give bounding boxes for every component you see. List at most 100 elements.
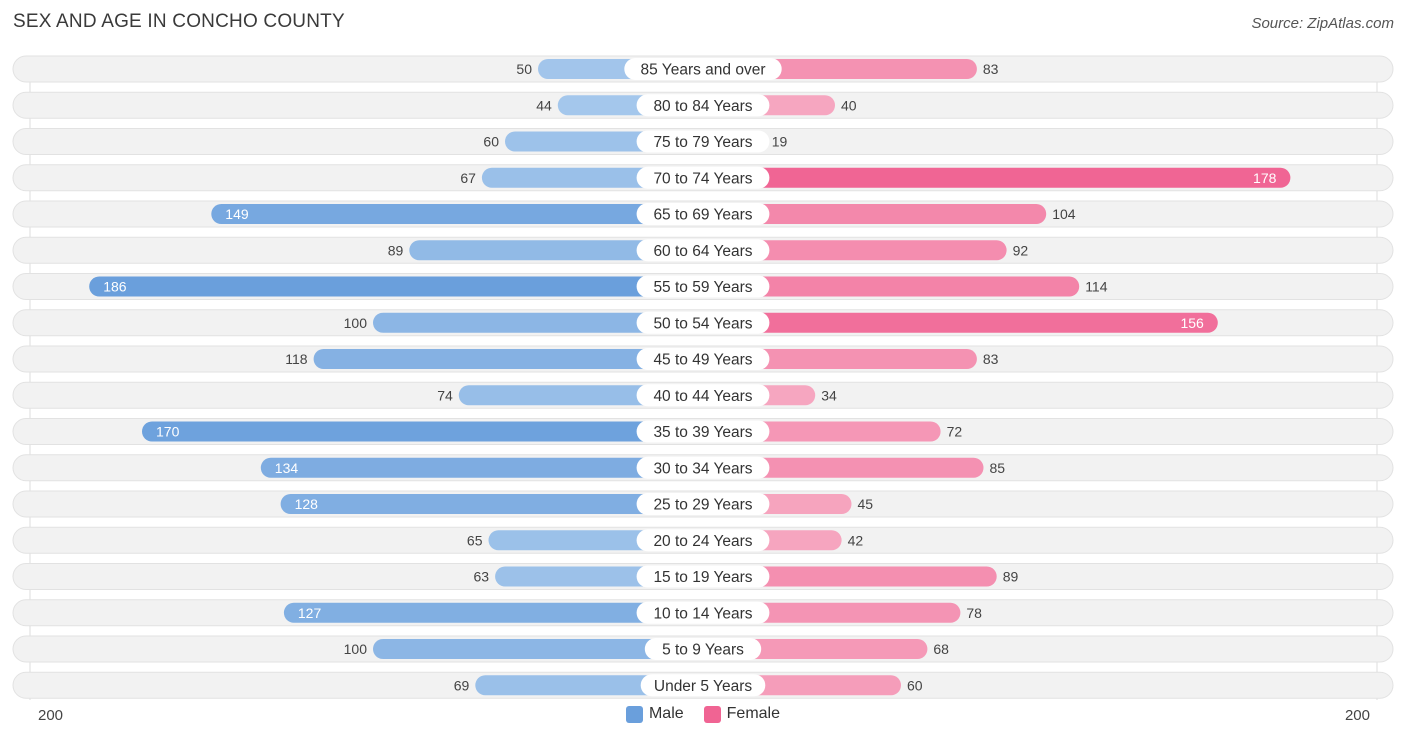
category-label: 35 to 39 Years (653, 424, 752, 441)
chart-title: SEX AND AGE IN CONCHO COUNTY (13, 11, 345, 32)
category-label: 60 to 64 Years (653, 243, 752, 260)
bar-male (260, 457, 703, 478)
bar-male (142, 421, 703, 442)
bar-female (703, 457, 984, 478)
category-label-pill (636, 565, 770, 588)
value-label-female: 42 (848, 532, 864, 548)
value-label-male: 69 (454, 677, 470, 693)
value-label-male: 128 (295, 496, 319, 512)
value-label-male: 127 (298, 605, 322, 621)
value-label-male: 170 (156, 424, 180, 440)
legend-label-male: Male (648, 705, 684, 722)
bar-male (313, 349, 703, 369)
bar-female (703, 204, 1047, 224)
bar-male (211, 204, 704, 224)
legend-item-female[interactable]: Female (703, 705, 781, 723)
row-10: 170 72 35 to 39 Years (12, 418, 1394, 445)
value-label-male: 60 (483, 134, 499, 150)
value-label-female: 68 (933, 641, 949, 657)
category-label: 75 to 79 Years (653, 134, 752, 151)
legend-swatch-male (625, 705, 643, 723)
category-label: Under 5 Years (654, 678, 752, 695)
value-label-male: 65 (467, 532, 483, 548)
row-14: 63 89 15 to 19 Years (12, 563, 1394, 590)
value-label-female: 83 (983, 61, 999, 77)
category-label: 50 to 54 Years (653, 315, 752, 332)
category-label-pill (636, 348, 770, 370)
row-17: 69 60 Under 5 Years (12, 671, 1394, 699)
category-label: 40 to 44 Years (653, 388, 752, 405)
value-label-female: 19 (772, 134, 788, 150)
bar-female (703, 240, 1007, 261)
value-label-female: 78 (966, 605, 982, 621)
category-label-pill (640, 674, 766, 697)
value-label-male: 89 (388, 242, 404, 258)
row-2: 60 19 75 to 79 Years (12, 128, 1394, 155)
value-label-male: 63 (474, 569, 490, 585)
row-13: 65 42 20 to 24 Years (12, 526, 1394, 554)
value-label-female: 92 (1013, 242, 1029, 258)
population-pyramid-chart: 50 83 85 Years and over 44 40 80 to 84 Years 6… (12, 55, 1394, 700)
value-label-female: 72 (947, 424, 963, 440)
row-11: 134 85 30 to 34 Years (12, 454, 1394, 482)
value-label-male: 50 (516, 61, 532, 77)
category-label: 20 to 24 Years (653, 533, 752, 550)
row-6: 186 114 55 to 59 Years (12, 273, 1394, 300)
row-16: 100 68 5 to 9 Years (12, 635, 1394, 663)
value-label-female: 83 (983, 351, 999, 367)
value-label-female: 114 (1085, 279, 1108, 295)
value-label-male: 74 (437, 387, 453, 403)
category-label-pill (636, 601, 770, 624)
category-label: 55 to 59 Years (653, 279, 752, 296)
legend: Male Female (0, 705, 1406, 723)
row-12: 128 45 25 to 29 Years (12, 490, 1394, 518)
category-label-pill (636, 166, 770, 189)
bar-male (283, 602, 703, 623)
row-15: 127 78 10 to 14 Years (12, 599, 1394, 627)
category-label-pill (624, 58, 782, 80)
bar-male (89, 276, 703, 297)
bar-male (280, 494, 703, 514)
bar-male (373, 639, 703, 659)
bar-male (373, 312, 703, 333)
category-label-pill (636, 384, 770, 407)
category-label: 10 to 14 Years (653, 605, 752, 622)
row-1: 44 40 80 to 84 Years (12, 91, 1394, 119)
category-label: 25 to 29 Years (653, 497, 752, 514)
value-label-male: 186 (103, 279, 127, 295)
row-3: 67 178 70 to 74 Years (12, 164, 1394, 192)
value-label-male: 100 (344, 641, 368, 657)
bar-male (409, 240, 703, 261)
value-label-female: 60 (907, 677, 923, 693)
category-label-pill (636, 239, 770, 262)
category-label-pill (636, 275, 770, 298)
legend-item-male[interactable]: Male (625, 705, 684, 723)
source-label: Source: ZipAtlas.com (1251, 15, 1394, 32)
value-label-male: 67 (460, 170, 476, 186)
category-label-pill (636, 493, 770, 515)
bar-female (703, 349, 977, 369)
category-label-pill (636, 94, 770, 117)
value-label-female: 156 (1180, 315, 1204, 331)
legend-label-female: Female (726, 705, 781, 722)
category-label-pill (636, 529, 770, 552)
category-label-pill (636, 311, 770, 334)
row-5: 89 92 60 to 64 Years (12, 236, 1394, 264)
bar-female (703, 312, 1218, 333)
axis-label-left: 200 (38, 707, 64, 724)
category-label-pill (644, 638, 762, 660)
category-label: 65 to 69 Years (653, 207, 752, 224)
row-9: 74 34 40 to 44 Years (12, 381, 1394, 409)
value-label-male: 149 (225, 206, 249, 222)
value-label-female: 45 (858, 496, 874, 512)
category-label: 85 Years and over (641, 62, 766, 79)
value-label-female: 104 (1052, 206, 1076, 222)
category-label-pill (636, 456, 770, 479)
row-4: 149 104 65 to 69 Years (12, 200, 1394, 228)
bar-female (703, 167, 1291, 188)
legend-swatch-female (703, 705, 721, 723)
value-label-male: 100 (344, 315, 368, 331)
value-label-female: 34 (821, 387, 837, 403)
row-8: 118 83 45 to 49 Years (12, 345, 1394, 373)
value-label-female: 40 (841, 97, 857, 113)
